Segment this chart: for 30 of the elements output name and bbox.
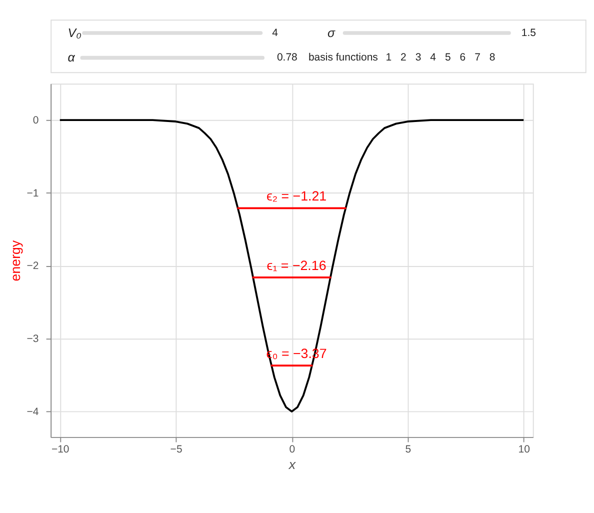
annotation: ϵ₂ = −1.21 <box>266 188 327 204</box>
x-tick-label: 10 <box>518 444 530 456</box>
text: 0.78 <box>276 52 298 64</box>
text: V₀ <box>68 26 82 40</box>
y-tick-label: −3 <box>26 332 39 345</box>
x-tick-label: 0 <box>289 444 296 456</box>
text: 3 <box>415 52 422 64</box>
text: 7 <box>474 52 481 64</box>
text: σ <box>328 26 336 40</box>
text: 6 <box>460 52 466 64</box>
text: 2 <box>400 52 407 64</box>
text: 5 <box>444 52 451 64</box>
text: 1.5 <box>521 26 536 39</box>
text: 4 <box>272 26 278 39</box>
y-axis-title: energy <box>8 240 24 282</box>
y-tick-label: −4 <box>26 406 39 418</box>
annotation: ϵ₁ = −2.16 <box>266 258 326 273</box>
y-tick-label: 0 <box>32 114 39 126</box>
text: 1 <box>386 52 392 64</box>
x-tick-label: −10 <box>51 444 70 456</box>
text: α <box>68 50 76 65</box>
y-tick-label: −1 <box>26 187 39 200</box>
y-tick-label: −2 <box>26 260 39 272</box>
x-axis-title: x <box>288 456 297 472</box>
text: 8 <box>489 52 496 64</box>
x-tick-label: 5 <box>405 444 412 456</box>
text: basis functions <box>308 52 378 64</box>
x-tick-label: −5 <box>170 444 182 456</box>
line-series <box>58 119 525 412</box>
text: 4 <box>430 52 436 64</box>
